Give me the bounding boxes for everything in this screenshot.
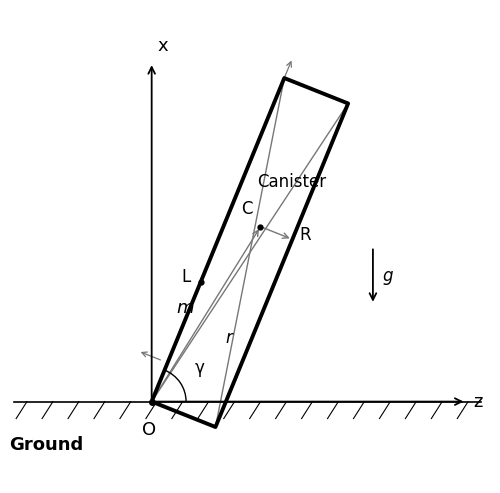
Text: Ground: Ground xyxy=(9,435,84,454)
Text: z: z xyxy=(474,392,483,411)
Text: r: r xyxy=(226,329,232,347)
Text: x: x xyxy=(158,37,168,55)
Text: m: m xyxy=(176,299,194,317)
Text: O: O xyxy=(142,421,156,439)
Text: L: L xyxy=(182,268,191,286)
Text: Canister: Canister xyxy=(258,173,326,191)
Text: R: R xyxy=(300,225,312,244)
Text: C: C xyxy=(242,200,253,218)
Text: γ: γ xyxy=(195,359,205,378)
Text: g: g xyxy=(383,267,394,284)
